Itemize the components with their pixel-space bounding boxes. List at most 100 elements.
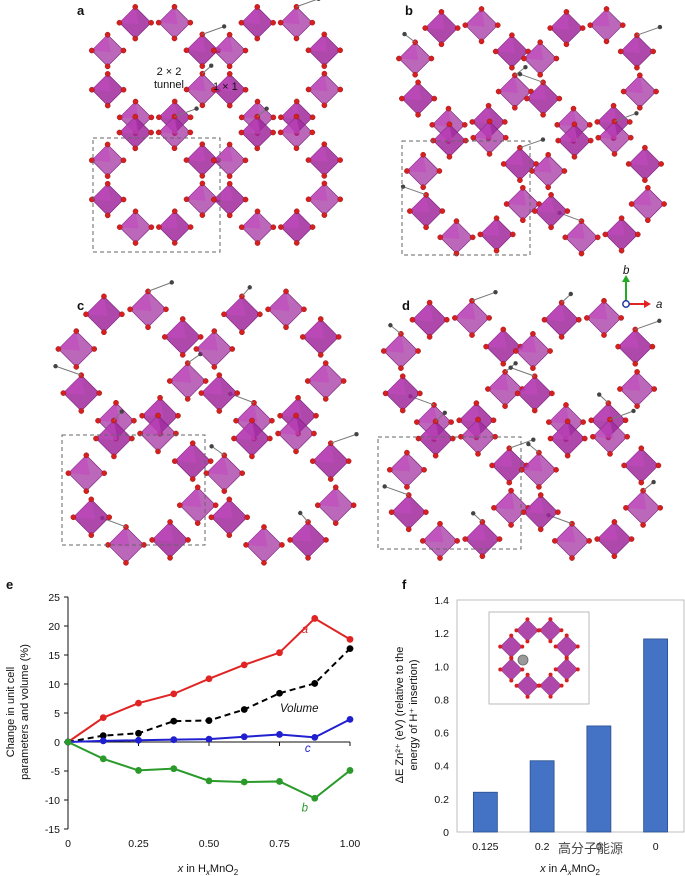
oxygen-atom <box>208 514 215 521</box>
oxygen-atom <box>313 412 319 419</box>
chart-e-point-b <box>64 738 72 746</box>
hydrogen-atom <box>517 71 523 77</box>
oxygen-atom <box>490 417 497 424</box>
oxygen-atom <box>563 402 569 408</box>
octahedron-facet <box>98 402 120 423</box>
oxygen-atom <box>651 386 658 392</box>
hydrogen-atom <box>209 63 214 68</box>
oxygen-atom <box>634 369 640 375</box>
oxygen-atom <box>210 47 217 54</box>
oxygen-atom <box>578 250 585 257</box>
octahedron-facet <box>495 35 516 54</box>
oxygen-atom <box>194 484 201 491</box>
oxygen-atom <box>337 86 344 93</box>
oxygen-atom <box>549 390 555 397</box>
oxygen-atom <box>611 151 618 157</box>
oh-bond <box>528 443 540 454</box>
chart-e-y-tick-label: 10 <box>48 679 60 691</box>
chart-e-point-c <box>240 733 248 741</box>
chart-e-point-a <box>135 699 142 707</box>
oxygen-atom <box>95 417 101 424</box>
chart-f-y-tick-label: 1.2 <box>434 628 449 640</box>
oh-bond <box>384 485 409 496</box>
oxygen-atom <box>293 35 300 42</box>
oxygen-atom <box>129 435 135 442</box>
octahedron-facet <box>620 35 641 54</box>
inset-oxygen-atom <box>575 667 580 672</box>
oh-bond <box>187 353 201 364</box>
oh-bond <box>330 433 357 444</box>
tunnel-2x2-label: 2 × 2 tunnel <box>154 66 184 91</box>
octahedron-facet <box>308 34 328 52</box>
oxygen-atom <box>650 48 656 55</box>
octahedron-facet <box>418 421 440 441</box>
oxygen-atom <box>506 445 513 452</box>
oxygen-atom <box>547 348 553 354</box>
chart-f-y-tick-label: 1.0 <box>434 661 449 673</box>
oxygen-atom <box>486 315 492 321</box>
octahedron-facet <box>406 154 427 173</box>
chart-e-point-volume <box>240 706 248 713</box>
oxygen-atom <box>239 329 245 336</box>
chart-f-x-tick-label: 0 <box>653 841 659 853</box>
oxygen-atom <box>502 403 508 409</box>
oxygen-atom <box>532 208 538 214</box>
oxygen-atom <box>101 329 107 336</box>
octahedron-facet <box>619 371 641 391</box>
oxygen-atom <box>545 151 551 158</box>
octahedron-facet <box>140 415 162 436</box>
oxygen-atom <box>548 192 554 198</box>
oxygen-atom <box>537 526 544 533</box>
chart-e-series-label-a: a <box>302 624 308 636</box>
oxygen-atom <box>183 47 190 54</box>
oxygen-atom <box>226 102 233 109</box>
oxygen-atom <box>563 41 570 48</box>
oxygen-atom <box>489 462 495 469</box>
panel-letter-e: e <box>6 577 14 592</box>
chart-e-point-c <box>205 735 213 743</box>
oxygen-atom <box>506 479 513 486</box>
oxygen-atom <box>249 453 255 460</box>
oxygen-atom <box>595 134 602 141</box>
oh-bond <box>642 481 654 492</box>
oxygen-atom <box>293 98 300 105</box>
panel-letter-a: a <box>77 3 85 18</box>
octahedron-facet <box>550 421 572 441</box>
oxygen-atom <box>311 430 317 437</box>
octahedron-facet <box>91 144 111 162</box>
inset-oxygen-atom <box>509 678 514 683</box>
chart-f-y-tick-label: 0.2 <box>434 794 449 806</box>
oxygen-atom <box>277 412 283 419</box>
octahedron-facet <box>487 371 509 391</box>
unit-cell-box <box>401 140 531 256</box>
oxygen-atom <box>161 334 168 340</box>
oxygen-atom <box>439 208 446 214</box>
octahedron-facet <box>454 300 476 320</box>
octahedron-facet <box>213 34 233 53</box>
oxygen-atom <box>607 451 613 457</box>
inset-oxygen-atom <box>525 672 530 677</box>
chart-f-y-tick-label: 0.6 <box>434 728 449 740</box>
octahedron-facet <box>548 404 570 424</box>
oxygen-atom <box>120 196 127 203</box>
octahedron-facet <box>623 75 644 94</box>
chart-e-point-c <box>135 736 142 744</box>
oxygen-atom <box>448 419 454 425</box>
octahedron-facet <box>503 147 524 166</box>
oxygen-atom <box>104 180 111 187</box>
hydrogen-atom <box>402 31 407 37</box>
chart-f-y-tick-label: 0.8 <box>434 694 449 706</box>
octahedron-facet <box>186 34 206 52</box>
oxygen-atom <box>618 315 624 321</box>
oxygen-atom <box>171 35 178 42</box>
octahedron-facet <box>517 376 539 396</box>
oxygen-atom <box>314 502 321 509</box>
oxygen-atom <box>275 430 281 437</box>
oxygen-atom <box>628 201 635 207</box>
oxygen-atom <box>638 479 645 486</box>
chart-e-series-label-b: b <box>302 803 309 815</box>
chart-f-frame <box>456 599 685 833</box>
oxygen-atom <box>123 560 129 566</box>
oxygen-atom <box>398 365 404 371</box>
chart-e-point-c <box>311 733 319 741</box>
